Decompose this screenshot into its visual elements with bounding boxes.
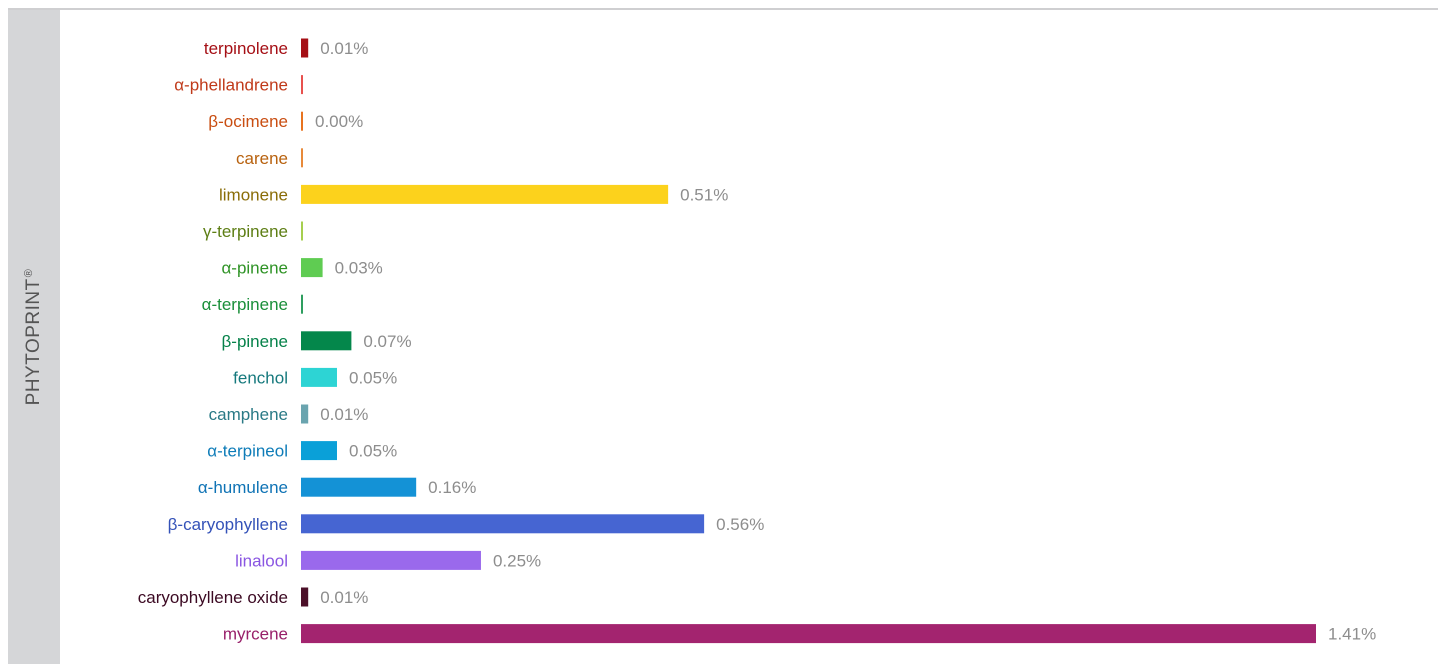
value-label: 0.01% bbox=[320, 39, 368, 58]
bar[interactable] bbox=[301, 367, 337, 387]
category-label: α-pinene bbox=[221, 259, 288, 278]
value-label: 0.03% bbox=[335, 259, 383, 278]
chart-frame bbox=[8, 8, 1438, 664]
category-label: α-humulene bbox=[198, 478, 288, 497]
bar[interactable] bbox=[301, 148, 303, 168]
category-label: α-phellandrene bbox=[174, 76, 288, 95]
category-label: linalool bbox=[235, 551, 288, 570]
value-label: 0.16% bbox=[428, 478, 476, 497]
value-label: 0.25% bbox=[493, 551, 541, 570]
bar[interactable] bbox=[301, 441, 337, 461]
bar[interactable] bbox=[301, 514, 705, 534]
category-label: limonene bbox=[219, 185, 288, 204]
category-label: myrcene bbox=[223, 625, 288, 644]
category-label: β-ocimene bbox=[208, 112, 288, 131]
bar[interactable] bbox=[301, 75, 303, 95]
bar[interactable] bbox=[301, 587, 309, 607]
value-label: 0.01% bbox=[320, 405, 368, 424]
category-label: carene bbox=[236, 149, 288, 168]
value-label: 0.07% bbox=[363, 332, 411, 351]
category-label: caryophyllene oxide bbox=[138, 588, 288, 607]
bar[interactable] bbox=[301, 404, 309, 424]
value-label: 0.05% bbox=[349, 442, 397, 461]
bar[interactable] bbox=[301, 477, 417, 497]
category-label: γ-terpinene bbox=[203, 222, 288, 241]
value-label: 0.56% bbox=[716, 515, 764, 534]
bar[interactable] bbox=[301, 221, 303, 241]
value-label: 0.01% bbox=[320, 588, 368, 607]
bar[interactable] bbox=[301, 624, 1316, 644]
category-label: terpinolene bbox=[204, 39, 288, 58]
bar[interactable] bbox=[301, 258, 323, 278]
category-label: α-terpinene bbox=[202, 295, 288, 314]
value-label: 1.41% bbox=[1328, 625, 1376, 644]
category-label: β-caryophyllene bbox=[168, 515, 288, 534]
bar[interactable] bbox=[301, 294, 303, 314]
bar[interactable] bbox=[301, 184, 669, 204]
category-label: α-terpineol bbox=[207, 442, 288, 461]
value-label: 0.00% bbox=[315, 112, 363, 131]
bar[interactable] bbox=[301, 38, 309, 58]
value-label: 0.05% bbox=[349, 368, 397, 387]
category-label: camphene bbox=[209, 405, 288, 424]
value-label: 0.51% bbox=[680, 185, 728, 204]
category-label: β-pinene bbox=[222, 332, 289, 351]
bar[interactable] bbox=[301, 550, 481, 570]
bar[interactable] bbox=[301, 111, 303, 131]
category-label: fenchol bbox=[233, 368, 288, 387]
bar[interactable] bbox=[301, 331, 352, 351]
phytoprint-side-strip bbox=[8, 10, 60, 664]
